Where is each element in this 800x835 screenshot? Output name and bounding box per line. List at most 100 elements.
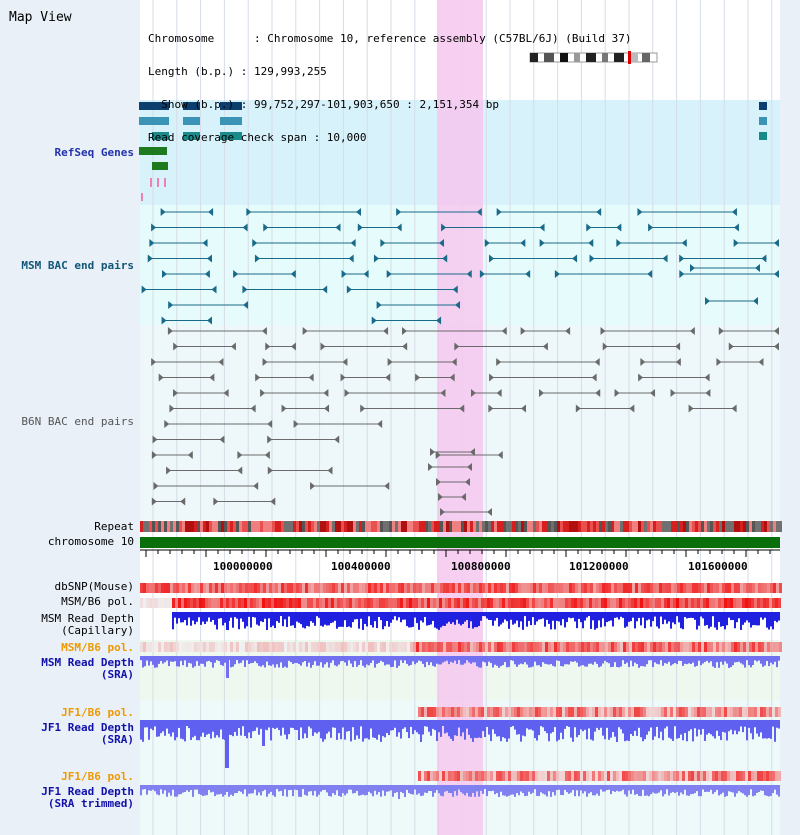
repeat-segment	[527, 521, 530, 532]
b6n-bac-pair	[430, 448, 435, 456]
read-depth-bar	[328, 612, 330, 626]
polymorphism-cell	[674, 583, 677, 593]
read-depth-bar	[396, 720, 398, 737]
polymorphism-cell	[587, 642, 590, 652]
read-depth-bar	[376, 785, 378, 795]
polymorphism-cell	[617, 642, 620, 652]
read-depth-bar	[296, 785, 298, 791]
polymorphism-cell	[590, 583, 593, 593]
msm-bac-pair	[589, 254, 595, 263]
msm-bac-pair	[588, 239, 594, 247]
repeat-segment	[266, 521, 269, 532]
read-depth-bar	[558, 785, 560, 790]
polymorphism-cell	[544, 771, 547, 781]
read-depth-bar	[778, 785, 780, 797]
polymorphism-cell	[718, 707, 721, 717]
polymorphism-cell	[749, 583, 752, 593]
read-depth-bar	[756, 656, 758, 662]
polymorphism-cell	[695, 642, 698, 652]
read-depth-bar	[240, 656, 242, 663]
polymorphism-cell	[662, 583, 665, 593]
read-depth-bar	[728, 612, 730, 618]
repeat-segment	[482, 521, 485, 532]
read-depth-bar	[278, 612, 280, 623]
b6n-bac-pair	[237, 466, 243, 475]
read-depth-bar	[362, 612, 364, 630]
polymorphism-cell	[689, 583, 692, 593]
read-depth-bar	[240, 612, 242, 619]
track-label-b6n-bac[interactable]: B6N BAC end pairs	[21, 415, 134, 428]
read-depth-bar	[662, 612, 664, 625]
read-depth-bar	[208, 720, 210, 734]
polymorphism-cell	[440, 583, 443, 593]
polymorphism-cell	[604, 771, 607, 781]
read-depth-bar	[526, 656, 528, 665]
read-depth-bar	[576, 720, 578, 738]
polymorphism-cell	[734, 642, 737, 652]
polymorphism-cell	[422, 583, 425, 593]
read-depth-bar	[498, 720, 500, 737]
polymorphism-cell	[628, 771, 631, 781]
read-depth-bar	[566, 612, 568, 623]
read-depth-bar	[722, 785, 724, 793]
polymorphism-cell	[535, 598, 538, 608]
read-depth-bar	[608, 720, 610, 740]
polymorphism-cell	[670, 771, 673, 781]
track-label-refseq[interactable]: RefSeq Genes	[54, 146, 134, 159]
b6n-bac-pair	[705, 389, 711, 397]
read-depth-bar	[746, 785, 748, 797]
polymorphism-cell	[595, 598, 598, 608]
refseq-gene	[759, 117, 767, 125]
polymorphism-cell	[193, 598, 196, 608]
msm-bac-pair	[371, 316, 377, 325]
msm-bac-pair	[452, 285, 458, 294]
read-depth-bar	[566, 656, 568, 665]
polymorphism-cell	[472, 771, 475, 781]
polymorphism-cell	[152, 642, 155, 652]
read-depth-bar	[658, 656, 660, 665]
polymorphism-cell	[374, 642, 377, 652]
polymorphism-cell	[553, 598, 556, 608]
read-depth-bar	[482, 656, 484, 662]
read-depth-bar	[206, 612, 208, 622]
read-depth-bar	[430, 720, 432, 736]
polymorphism-cell	[449, 583, 452, 593]
polymorphism-cell	[514, 598, 517, 608]
repeat-segment	[557, 521, 560, 532]
read-depth-bar	[244, 785, 246, 790]
read-depth-bar	[140, 785, 142, 796]
polymorphism-cell	[472, 598, 475, 608]
polymorphism-cell	[293, 642, 296, 652]
refseq-gene	[152, 162, 168, 170]
polymorphism-cell	[590, 642, 593, 652]
polymorphism-cell	[314, 583, 317, 593]
read-depth-bar	[252, 612, 254, 617]
repeat-segment	[359, 521, 362, 532]
polymorphism-cell	[322, 598, 325, 608]
read-depth-bar	[392, 656, 394, 667]
polymorphism-cell	[521, 583, 524, 593]
polymorphism-cell	[748, 771, 751, 781]
polymorphism-cell	[325, 598, 328, 608]
read-depth-bar	[772, 785, 774, 794]
read-depth-bar	[544, 612, 546, 627]
repeat-segment	[260, 521, 263, 532]
repeat-segment	[419, 521, 422, 532]
b6n-bac-pair	[704, 373, 710, 382]
polymorphism-cell	[488, 583, 491, 593]
read-depth-bar	[634, 720, 636, 731]
repeat-segment	[239, 521, 242, 532]
msm-bac-pair	[489, 254, 495, 263]
repeat-segment	[275, 521, 278, 532]
read-depth-bar	[694, 656, 696, 667]
polymorphism-cell	[361, 598, 364, 608]
polymorphism-cell	[197, 642, 200, 652]
polymorphism-cell	[613, 707, 616, 717]
read-depth-bar	[476, 720, 478, 739]
read-depth-bar	[622, 612, 624, 618]
polymorphism-cell	[434, 642, 437, 652]
read-depth-bar	[754, 612, 756, 626]
track-label-msm-bac[interactable]: MSM BAC end pairs	[21, 259, 134, 272]
polymorphism-cell	[776, 642, 779, 652]
read-depth-bar	[216, 720, 218, 736]
